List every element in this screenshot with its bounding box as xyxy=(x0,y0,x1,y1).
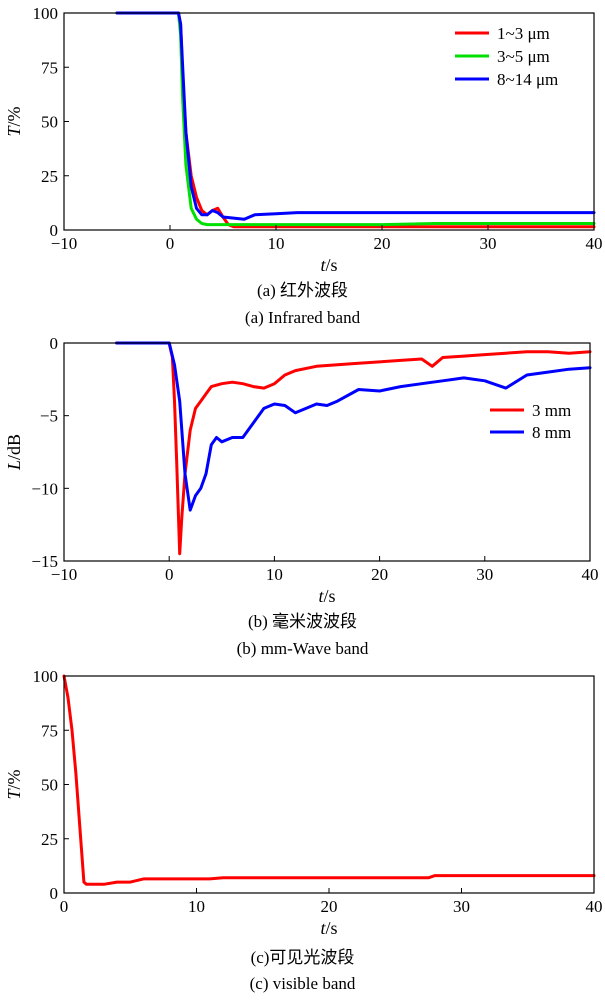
x-tick-label: 0 xyxy=(166,234,175,253)
x-axis-label: t/s xyxy=(320,918,337,938)
y-axis-label-unit: /% xyxy=(4,106,24,126)
x-axis-label-unit: /s xyxy=(324,586,336,606)
caption-a-en: (a) Infrared band xyxy=(244,308,361,327)
y-tick-label: 0 xyxy=(50,334,59,353)
caption-c-cn: (c)可见光波段 xyxy=(250,948,355,967)
x-tick-label: 20 xyxy=(371,565,388,584)
legend-label: 3 mm xyxy=(532,401,571,420)
y-axis-label-var: T xyxy=(4,788,24,800)
y-tick-label: 0 xyxy=(50,221,59,240)
y-axis-label-var: T xyxy=(4,125,24,137)
plot-frame xyxy=(63,675,595,894)
series-line-1 xyxy=(62,674,596,886)
x-tick-label: 30 xyxy=(453,897,470,916)
y-tick-label: 50 xyxy=(41,776,58,795)
panel-b-mm-wave: −10 0 10 20 30 400−5−10−15t/sL/dB3 mm8 mm xyxy=(4,334,599,606)
y-axis-label-unit: /% xyxy=(4,769,24,789)
series-line-3 xyxy=(115,11,596,221)
x-axis-label-unit: /s xyxy=(326,918,338,938)
caption-b-cn: (b) 毫米波波段 xyxy=(247,612,358,631)
y-tick-label: 25 xyxy=(41,830,58,849)
x-axis-label-unit: /s xyxy=(326,255,338,275)
panel-c-visible: 0 10 20 30 40 0 25 50 75 100 t/s T/% xyxy=(4,667,603,938)
y-tick-label: 25 xyxy=(41,167,58,186)
series-line-2 xyxy=(115,341,592,512)
x-tick-label: −10 xyxy=(51,565,78,584)
legend-label: 8 mm xyxy=(532,423,571,442)
plot-frame xyxy=(63,342,591,562)
y-tick-label: 100 xyxy=(33,667,59,686)
x-tick-label: 30 xyxy=(476,565,493,584)
series-line-1 xyxy=(115,341,592,556)
x-tick-label: 10 xyxy=(268,234,285,253)
y-axis-label-unit: /dB xyxy=(4,434,24,460)
x-tick-label: 0 xyxy=(60,897,69,916)
y-axis-label: T/% xyxy=(4,106,24,136)
caption-b-en: (b) mm-Wave band xyxy=(236,639,369,658)
x-tick-label: 10 xyxy=(266,565,283,584)
caption-a-cn: (a) 红外波段 xyxy=(256,281,349,300)
x-tick-label: 20 xyxy=(374,234,391,253)
x-axis-label: t/s xyxy=(318,586,335,606)
x-axis-label-var: t xyxy=(320,255,326,275)
y-tick-label: 75 xyxy=(41,721,58,740)
y-axis-label-var: L xyxy=(4,460,24,471)
x-axis-label-var: t xyxy=(318,586,324,606)
y-tick-label: 0 xyxy=(50,884,59,903)
x-tick-label: 40 xyxy=(582,565,599,584)
y-tick-label: 75 xyxy=(41,58,58,77)
legend-label: 3~5 μm xyxy=(497,47,550,66)
x-tick-label: 10 xyxy=(188,897,205,916)
y-tick-label: −5 xyxy=(40,407,58,426)
x-axis-label: t/s xyxy=(320,255,337,275)
y-tick-label: 50 xyxy=(41,113,58,132)
series-line-2 xyxy=(115,11,596,227)
legend-label: 8~14 μm xyxy=(497,70,558,89)
y-axis-label: L/dB xyxy=(4,434,24,471)
y-tick-label: −15 xyxy=(31,552,58,571)
x-tick-label: −10 xyxy=(51,234,78,253)
y-tick-label: −10 xyxy=(31,479,58,498)
x-tick-label: 0 xyxy=(165,565,174,584)
x-tick-label: 40 xyxy=(586,897,603,916)
x-tick-label: 40 xyxy=(586,234,603,253)
y-axis-label: T/% xyxy=(4,769,24,799)
caption-c-en: (c) visible band xyxy=(249,974,356,993)
plot-frame xyxy=(63,12,595,231)
legend-label: 1~3 μm xyxy=(497,24,550,43)
x-tick-label: 20 xyxy=(321,897,338,916)
x-axis-label-var: t xyxy=(320,918,326,938)
x-tick-label: 30 xyxy=(480,234,497,253)
y-tick-label: 100 xyxy=(33,4,59,23)
